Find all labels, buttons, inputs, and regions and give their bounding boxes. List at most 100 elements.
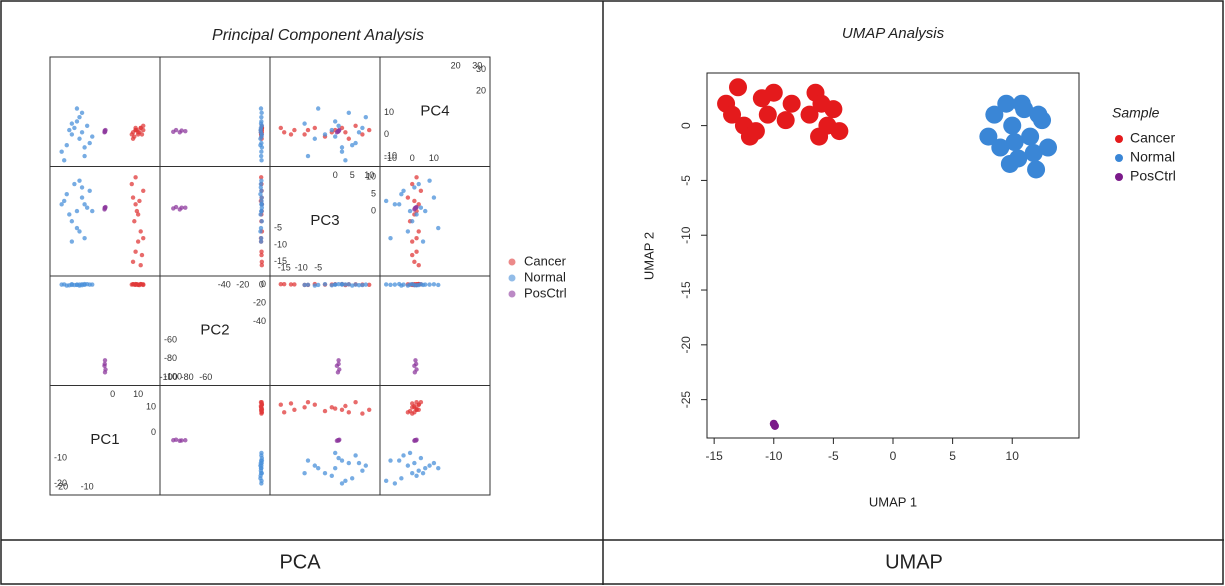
point bbox=[259, 114, 264, 120]
legend-label: PosCtrl bbox=[524, 285, 567, 300]
caption: PCA bbox=[279, 551, 321, 573]
panel bbox=[159, 166, 271, 277]
panel bbox=[269, 385, 381, 496]
dimension-label: PC3 bbox=[310, 212, 339, 229]
point bbox=[353, 282, 358, 287]
point bbox=[74, 282, 80, 288]
point bbox=[82, 153, 87, 159]
tick-label: 20 bbox=[476, 86, 486, 96]
point bbox=[350, 476, 355, 481]
point bbox=[991, 138, 1010, 157]
point bbox=[346, 282, 351, 287]
point bbox=[396, 458, 402, 463]
tick-label: 0 bbox=[261, 279, 266, 289]
point bbox=[413, 438, 419, 443]
point bbox=[356, 460, 362, 466]
point bbox=[1005, 133, 1024, 152]
point bbox=[336, 123, 341, 128]
point bbox=[134, 208, 140, 214]
point bbox=[333, 282, 338, 287]
x-tick-label: -5 bbox=[828, 449, 839, 463]
tick-label: -40 bbox=[253, 316, 266, 326]
point bbox=[130, 195, 136, 200]
point bbox=[360, 125, 365, 131]
tick-label: 0 bbox=[110, 389, 115, 399]
point bbox=[258, 235, 264, 241]
point bbox=[985, 105, 1004, 124]
point bbox=[82, 202, 87, 207]
point bbox=[412, 370, 418, 375]
point bbox=[259, 195, 264, 200]
point bbox=[339, 145, 345, 150]
panel bbox=[379, 166, 491, 277]
point bbox=[259, 198, 264, 204]
point bbox=[139, 282, 145, 287]
point bbox=[258, 153, 264, 159]
tick-label: -10 bbox=[274, 239, 287, 249]
point bbox=[183, 205, 188, 210]
point bbox=[64, 191, 69, 197]
point bbox=[138, 229, 143, 234]
point bbox=[278, 281, 283, 287]
point bbox=[61, 198, 67, 204]
point bbox=[764, 83, 783, 102]
point bbox=[302, 282, 307, 288]
point bbox=[61, 282, 67, 287]
point bbox=[302, 405, 307, 410]
point bbox=[259, 134, 264, 139]
point bbox=[259, 401, 264, 406]
point bbox=[322, 281, 328, 287]
point bbox=[436, 282, 441, 288]
point bbox=[139, 252, 145, 258]
point bbox=[259, 252, 264, 258]
point bbox=[414, 235, 419, 241]
point bbox=[407, 208, 413, 214]
point bbox=[312, 136, 317, 141]
legend-marker bbox=[1115, 135, 1123, 143]
y-tick-label: -20 bbox=[679, 336, 693, 354]
point bbox=[69, 239, 75, 244]
tick-label: -100 bbox=[164, 371, 182, 381]
point bbox=[133, 281, 138, 287]
point bbox=[69, 132, 75, 137]
panel bbox=[49, 166, 161, 277]
point bbox=[353, 123, 358, 128]
point bbox=[414, 212, 419, 217]
tick-label: -20 bbox=[253, 297, 266, 307]
point bbox=[367, 127, 372, 133]
point bbox=[302, 471, 307, 476]
point bbox=[436, 465, 441, 471]
point bbox=[1000, 154, 1019, 173]
point bbox=[74, 119, 80, 124]
point bbox=[288, 132, 294, 137]
tick-label: 0 bbox=[371, 205, 376, 215]
point bbox=[141, 235, 146, 241]
point bbox=[336, 455, 341, 461]
point bbox=[405, 229, 411, 234]
x-tick-label: 10 bbox=[1006, 449, 1020, 463]
y-tick-label: -5 bbox=[679, 175, 693, 186]
point bbox=[259, 145, 265, 150]
point bbox=[282, 281, 287, 287]
point bbox=[171, 438, 176, 443]
legend-marker bbox=[1115, 173, 1123, 181]
point bbox=[420, 471, 426, 476]
point bbox=[259, 202, 265, 207]
point bbox=[259, 158, 264, 163]
point bbox=[259, 249, 264, 254]
y-tick-label: -25 bbox=[679, 391, 693, 409]
point bbox=[77, 114, 82, 120]
tick-label: -5 bbox=[274, 222, 282, 232]
point bbox=[339, 458, 345, 463]
point bbox=[997, 94, 1016, 113]
point bbox=[336, 358, 341, 363]
point bbox=[405, 195, 411, 200]
point bbox=[410, 219, 415, 224]
point bbox=[259, 219, 265, 224]
point bbox=[353, 399, 358, 405]
point bbox=[333, 465, 338, 471]
point bbox=[392, 481, 398, 486]
point bbox=[363, 282, 368, 287]
point bbox=[416, 468, 421, 473]
